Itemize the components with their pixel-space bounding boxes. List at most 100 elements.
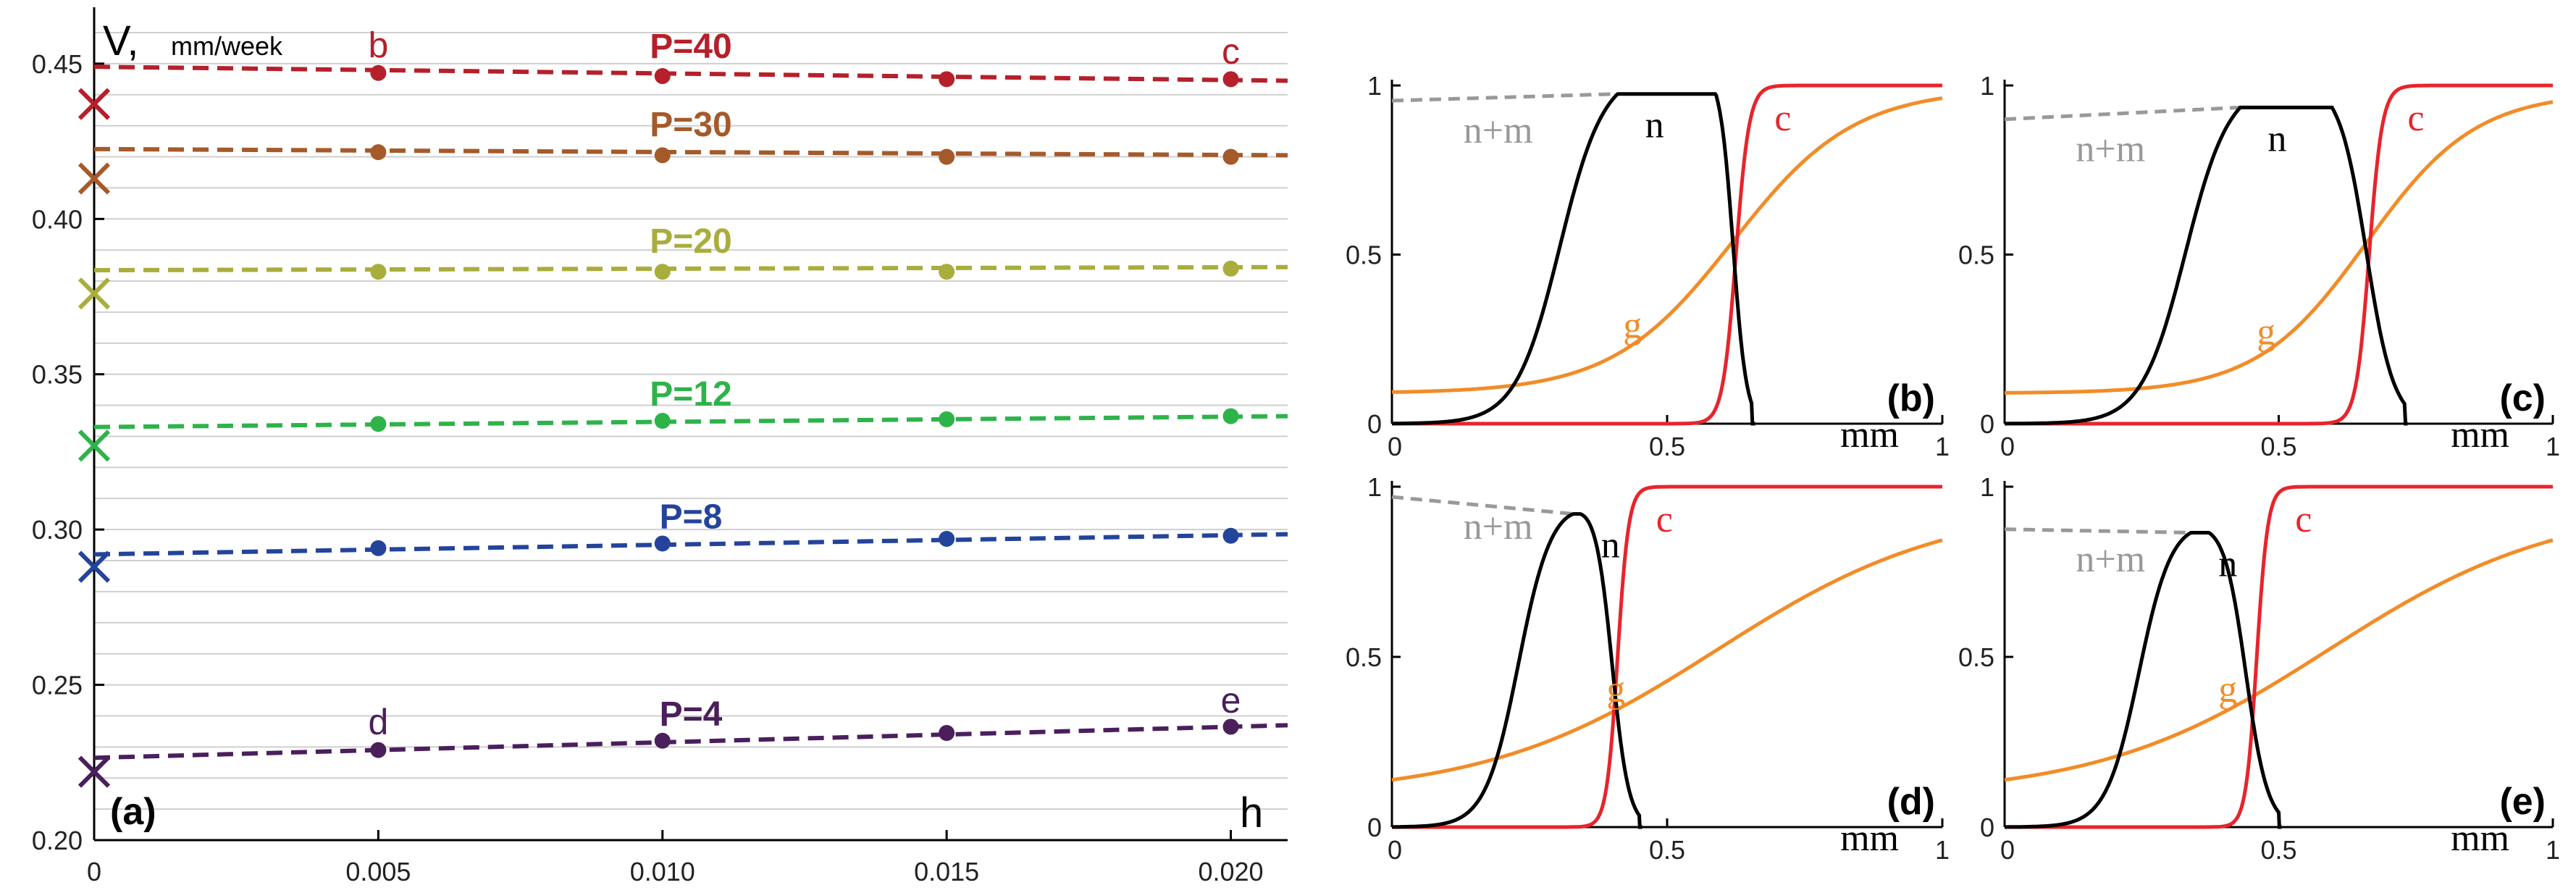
data-point [370,64,387,81]
label-n: n [1601,525,1620,566]
curve-n-plus-m [2005,105,2241,122]
data-point [370,264,387,280]
limit-marker [77,88,111,120]
limit-marker-stroke [77,277,111,310]
panel-c-profiles: 00 0.5 0.5 1 1 mm n+m n c g (c) [1958,71,2560,461]
data-point [370,742,387,758]
x-tick-label: 0 [87,857,101,886]
curve-g [2004,538,2554,782]
point-annotation-e: e [1221,680,1241,721]
limit-marker [77,755,111,788]
x-tick-label: 0.015 [914,857,979,886]
data-point [654,732,671,749]
curve-n [2005,105,2408,426]
y-axis-unit: mm/week [171,31,283,61]
curve-n [1392,92,1755,426]
series-label: P=20 [650,222,731,261]
data-point [654,413,671,429]
x-tick-label: 0 [1388,835,1402,865]
series-p-12: P=12 [77,375,1288,462]
x-tick-label: 0.005 [345,857,411,886]
y-axis-title: V, [103,17,138,64]
y-tick-label: 0.30 [32,515,83,545]
x-tick-label: 0.010 [630,857,695,886]
label-g: g [1606,669,1625,710]
series-p-40: P=40 [77,28,1288,120]
series-p-20: P=20 [77,222,1288,310]
data-point [939,148,955,165]
y-tick-label: 0 [1980,409,1994,439]
y-tick-label: 0.5 [1346,642,1382,672]
series-label: P=12 [650,375,731,414]
label-n-plus-m: n+m [2076,129,2145,170]
data-point [1222,148,1239,165]
y-tick-label: 0.5 [1958,642,1994,672]
series-line [93,532,1288,557]
y-tick-label: 0.40 [32,204,83,234]
data-point [939,264,955,280]
curve-n [2005,531,2282,829]
curve-n [1392,512,1642,829]
y-tick-label: 0 [1980,813,1994,842]
y-tick-label: 0.45 [32,49,83,79]
point-annotation-b: b [368,25,388,65]
data-point [654,147,671,164]
label-g: g [2257,311,2275,353]
y-tick-label: 0.25 [32,671,83,700]
data-point [370,144,387,161]
y-tick-label: 0.5 [1346,240,1382,270]
limit-marker [77,550,111,583]
panel-label: (e) [2499,781,2546,823]
data-point [939,725,955,742]
x-axis-title: mm [2451,414,2509,456]
panel-e-profiles: 00 0.5 0.5 1 1 mm n+m n c g (e) [1958,472,2560,865]
label-n: n [2267,118,2286,159]
panel-label: (c) [2499,377,2546,419]
x-axis-title: mm [2451,818,2509,859]
curve-n-plus-m [1391,495,1574,516]
curve-c [1392,485,1942,829]
limit-marker [77,429,111,462]
point-annotation-d: d [368,702,388,742]
series-line [93,146,1288,158]
panel-label: (b) [1887,377,1935,419]
limit-marker-stroke [77,162,111,195]
x-tick-label: 1 [1935,835,1950,865]
limit-marker-stroke [77,550,111,583]
data-point [939,531,955,548]
x-tick-label: 0 [2000,835,2015,865]
curve-c [2005,83,2553,426]
curve-n-plus-m [1392,92,1618,103]
label-n: n [2218,543,2237,584]
label-c: c [1656,499,1673,540]
label-n: n [1645,105,1664,146]
label-g: g [2218,669,2237,710]
series-line [93,64,1288,83]
x-tick-label: 0.5 [1649,432,1685,461]
series-p-8: P=8 [77,498,1288,583]
limit-marker [77,277,111,310]
point-annotation-c: c [1222,31,1240,72]
y-tick-label: 1 [1367,71,1382,101]
label-g: g [1623,305,1642,346]
series-p-30: P=30 [77,106,1288,195]
series-label: P=40 [650,28,731,66]
limit-marker [77,162,111,195]
y-tick-label: 0.5 [1958,240,1994,270]
panel-b-profiles: 00 0.5 0.5 1 1 mm n+m n c g (b) [1346,71,1950,461]
data-point [370,416,387,432]
x-tick-label: 0 [1388,432,1402,461]
data-point [1222,408,1239,424]
x-tick-label: 0.5 [2260,835,2296,865]
limit-marker-stroke [77,429,111,462]
x-axis-title: mm [1840,818,1899,859]
label-c: c [1774,98,1791,139]
x-tick-label: 1 [2546,835,2560,865]
panel-label: (d) [1887,781,1935,823]
x-tick-label: 0.5 [1649,835,1685,865]
curve-c [1392,83,1942,426]
series-label: P=30 [650,106,731,144]
label-c: c [2295,499,2312,540]
series-label: P=8 [660,498,723,537]
